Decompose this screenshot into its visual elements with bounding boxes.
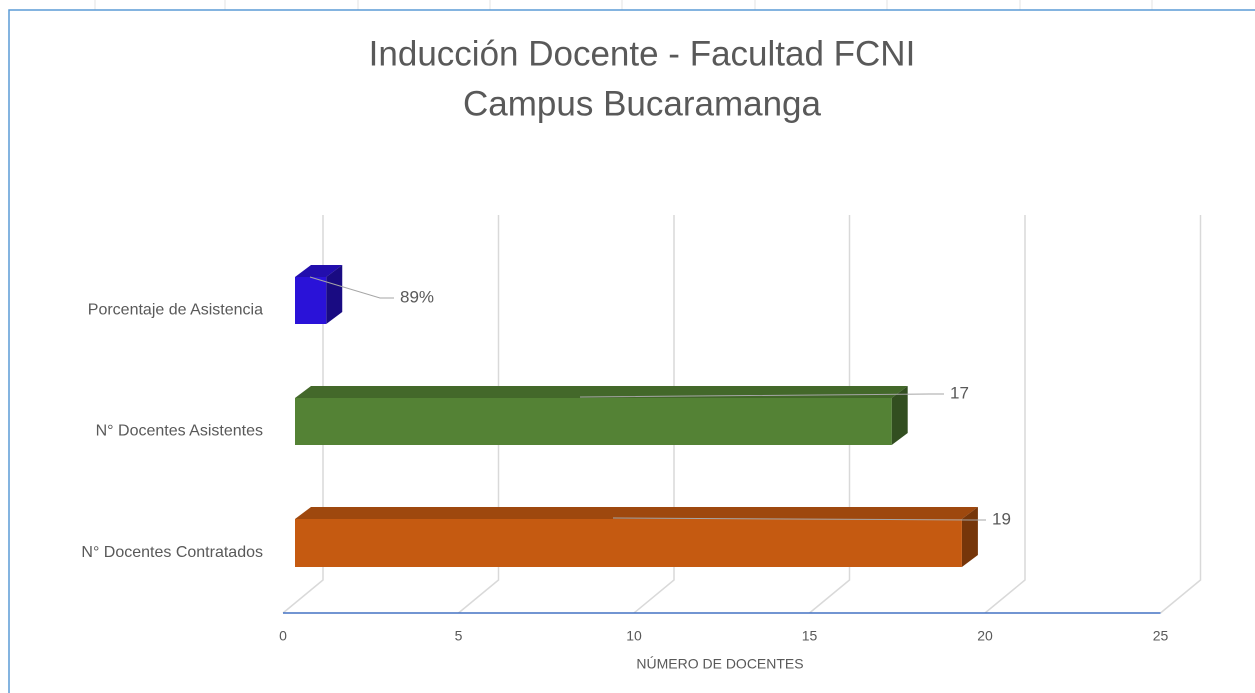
grid-line bbox=[984, 215, 1026, 614]
y-tick-label: N° Docentes Asistentes bbox=[96, 423, 263, 440]
x-tick-label: 5 bbox=[455, 628, 463, 644]
bar-top bbox=[295, 507, 978, 519]
bar-top bbox=[295, 386, 908, 398]
x-tick-label: 20 bbox=[977, 628, 993, 644]
bar-side bbox=[891, 386, 908, 445]
bar-side bbox=[961, 507, 978, 567]
data-label: 19 bbox=[992, 509, 1011, 528]
grid-line bbox=[1160, 215, 1202, 614]
grid-line bbox=[809, 215, 851, 614]
x-tick-label: 0 bbox=[279, 628, 287, 644]
x-tick-label: 25 bbox=[1153, 628, 1169, 644]
data-label: 17 bbox=[950, 383, 969, 402]
leader-line bbox=[579, 393, 944, 398]
grid-line bbox=[458, 215, 500, 614]
bar-top bbox=[295, 265, 343, 277]
x-tick-label: 10 bbox=[626, 628, 642, 644]
x-tick-label: 15 bbox=[802, 628, 818, 644]
bar bbox=[295, 277, 327, 324]
chart-title: Campus Bucaramanga bbox=[463, 84, 821, 123]
bar bbox=[295, 398, 892, 445]
grid-line bbox=[633, 215, 675, 614]
chart-frame bbox=[8, 9, 1255, 693]
bar-side bbox=[326, 265, 343, 324]
data-label: 89% bbox=[400, 287, 434, 306]
bar bbox=[295, 519, 962, 567]
leader-line bbox=[309, 276, 394, 299]
grid-line bbox=[282, 215, 324, 614]
leader-line bbox=[612, 517, 986, 521]
y-tick-label: N° Docentes Contratados bbox=[81, 544, 263, 561]
y-tick-label: Porcentaje de Asistencia bbox=[88, 302, 263, 319]
sheet-grid bbox=[94, 0, 1153, 10]
x-axis-label: NÚMERO DE DOCENTES bbox=[636, 656, 803, 672]
chart-title: Inducción Docente - Facultad FCNI bbox=[369, 34, 916, 73]
